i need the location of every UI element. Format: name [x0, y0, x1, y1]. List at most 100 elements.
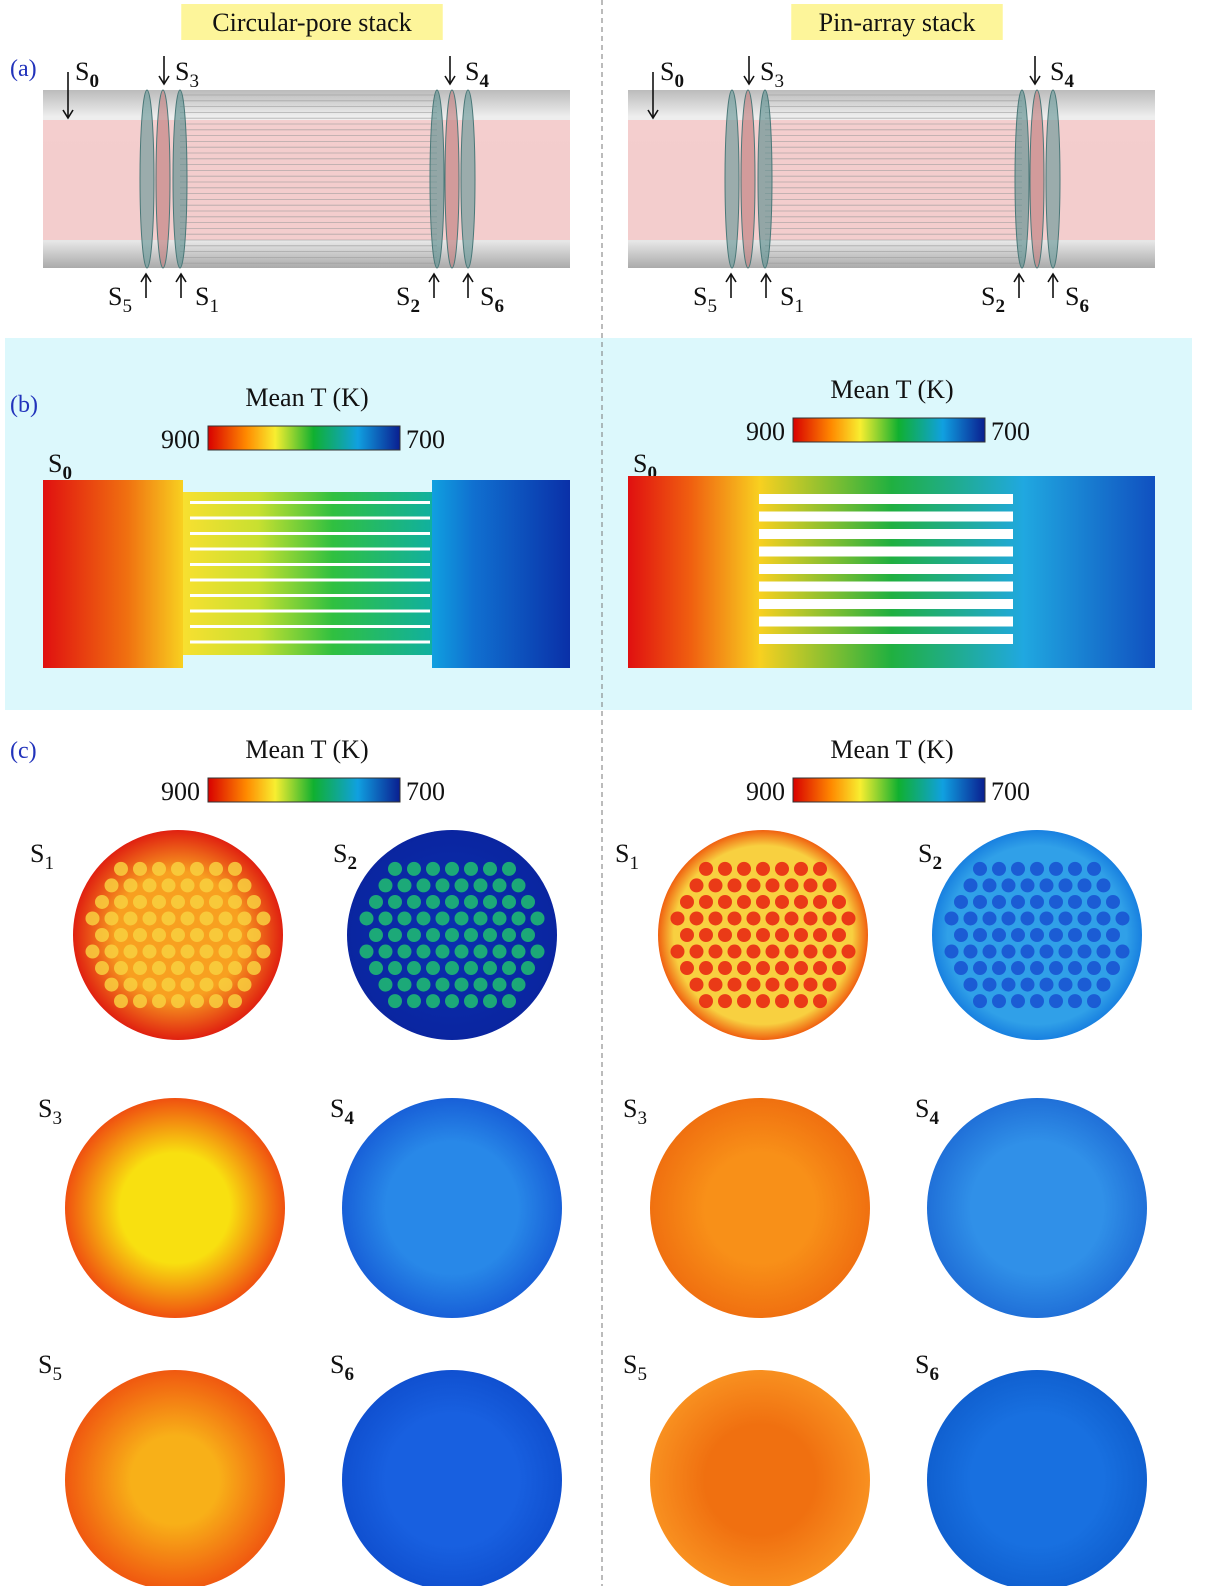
- colorbar-hot: 900: [161, 425, 200, 454]
- pore: [114, 928, 128, 942]
- pore: [228, 862, 242, 876]
- pore: [190, 994, 204, 1008]
- pore: [1049, 895, 1063, 909]
- surface-symbol: S: [75, 57, 89, 86]
- pore: [114, 895, 128, 909]
- panel-label: (a): [10, 56, 37, 82]
- wall: [190, 594, 430, 597]
- pore: [398, 945, 412, 959]
- pore: [1030, 961, 1044, 975]
- pore: [832, 928, 846, 942]
- pore: [718, 994, 732, 1008]
- pore: [785, 945, 799, 959]
- surface-label: S3: [38, 1094, 62, 1129]
- pore: [945, 945, 959, 959]
- surface-label: S1: [615, 839, 639, 874]
- pore: [680, 961, 694, 975]
- pin: [759, 547, 1013, 557]
- pore: [133, 961, 147, 975]
- pore: [369, 928, 383, 942]
- pore: [388, 994, 402, 1008]
- wall: [190, 532, 430, 535]
- pin: [759, 564, 1013, 574]
- pore: [200, 878, 214, 892]
- pin: [759, 494, 1013, 504]
- pore: [766, 945, 780, 959]
- pore: [228, 961, 242, 975]
- pore: [388, 928, 402, 942]
- wall: [190, 579, 430, 582]
- pore: [1040, 978, 1054, 992]
- pore: [407, 862, 421, 876]
- pore: [1030, 862, 1044, 876]
- pore: [775, 895, 789, 909]
- wall: [190, 563, 430, 566]
- pore: [445, 961, 459, 975]
- pore: [728, 978, 742, 992]
- pore: [455, 878, 469, 892]
- pore: [785, 978, 799, 992]
- pore: [171, 895, 185, 909]
- colorbar: [208, 426, 400, 450]
- surface-index: 0: [89, 71, 99, 92]
- pore: [1049, 994, 1063, 1008]
- surface-label: S5: [693, 282, 717, 317]
- surface-index: 3: [774, 71, 784, 92]
- pore: [464, 961, 478, 975]
- pore: [747, 945, 761, 959]
- pore: [512, 978, 526, 992]
- wall: [190, 517, 430, 520]
- surface-label: S6: [480, 282, 504, 317]
- pin: [759, 582, 1013, 592]
- pore: [1068, 994, 1082, 1008]
- pore: [369, 895, 383, 909]
- pore: [407, 994, 421, 1008]
- pore: [209, 928, 223, 942]
- pore: [804, 878, 818, 892]
- pore: [407, 961, 421, 975]
- wall: [190, 641, 430, 644]
- pore: [483, 862, 497, 876]
- surface-label: S0: [75, 57, 99, 92]
- pore: [238, 978, 252, 992]
- surface-label: S5: [38, 1350, 62, 1385]
- colorbar: [793, 778, 985, 802]
- pore: [709, 911, 723, 925]
- wall: [190, 610, 430, 613]
- pore: [1068, 961, 1082, 975]
- surface-symbol: S: [333, 839, 347, 868]
- pore: [531, 945, 545, 959]
- surface-symbol: S: [195, 282, 209, 311]
- surface-label: S1: [195, 282, 219, 317]
- surface-symbol: S: [623, 1094, 637, 1123]
- pore: [813, 862, 827, 876]
- pore: [794, 895, 808, 909]
- pore: [219, 945, 233, 959]
- pore: [1068, 928, 1082, 942]
- pore: [954, 895, 968, 909]
- surface-symbol: S: [918, 839, 932, 868]
- pore: [973, 928, 987, 942]
- pore: [973, 961, 987, 975]
- surface-label: S3: [760, 57, 784, 92]
- colorbar-hot: 900: [746, 777, 785, 806]
- pore: [105, 911, 119, 925]
- pore: [992, 961, 1006, 975]
- pore: [181, 978, 195, 992]
- pore: [1011, 994, 1025, 1008]
- pore: [756, 862, 770, 876]
- surface-label: S4: [915, 1094, 939, 1129]
- pore: [436, 911, 450, 925]
- surface-symbol: S: [330, 1094, 344, 1123]
- pore: [1021, 911, 1035, 925]
- pore: [699, 994, 713, 1008]
- pore: [690, 945, 704, 959]
- pore: [1011, 862, 1025, 876]
- pore: [502, 928, 516, 942]
- pin: [759, 634, 1013, 644]
- pore: [445, 994, 459, 1008]
- pore: [162, 911, 176, 925]
- pore: [1097, 911, 1111, 925]
- pore: [1030, 994, 1044, 1008]
- column-title: Pin-array stack: [819, 8, 976, 37]
